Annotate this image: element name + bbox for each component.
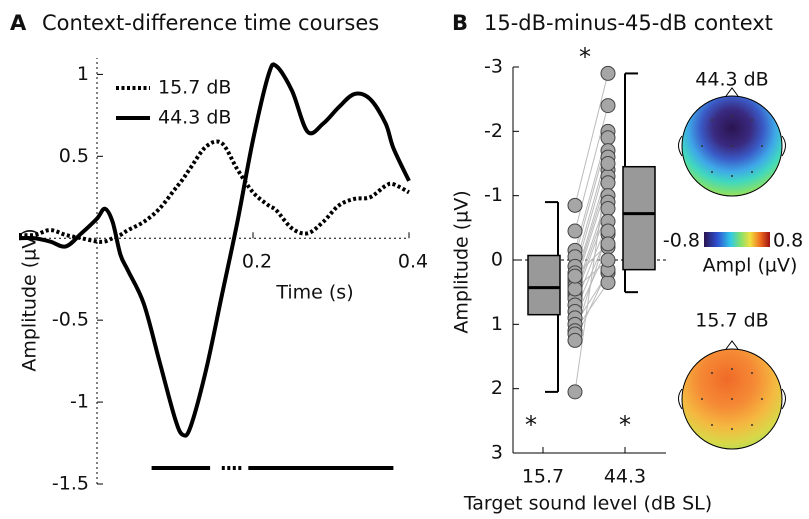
- topomap-title: 15.7 dB: [695, 310, 768, 332]
- data-point: [600, 223, 616, 239]
- data-point: [600, 156, 616, 171]
- y-tick-label: 1: [491, 313, 503, 335]
- topomap-title: 44.3 dB: [695, 69, 768, 91]
- panel-letter: A: [10, 11, 27, 35]
- y-tick-label: -1: [70, 391, 89, 413]
- colorbar-min: -0.8: [663, 230, 700, 252]
- colorbar: [704, 232, 770, 247]
- data-point: [567, 332, 583, 348]
- y-tick-label: 1: [77, 63, 89, 85]
- x-tick-label: 0.4: [398, 251, 428, 273]
- pair-line: [574, 73, 609, 206]
- data-point: [600, 201, 616, 217]
- box: [527, 254, 561, 316]
- x-tick-label: 15.7: [522, 466, 564, 488]
- y-axis-label: Amplitude (µV): [451, 190, 473, 333]
- data-point: [567, 223, 583, 239]
- topomap-head: [678, 87, 786, 197]
- data-point: [600, 236, 616, 252]
- y-tick-label: -1: [484, 184, 503, 206]
- data-point: [600, 275, 616, 291]
- y-tick-label: -3: [484, 56, 503, 78]
- panel-letter: B: [452, 11, 468, 35]
- line-series: [18, 62, 411, 438]
- data-point: [567, 384, 583, 400]
- y-tick-label: 0.5: [59, 145, 89, 167]
- significance-star: *: [579, 43, 591, 71]
- x-axis-label: Time (s): [275, 282, 353, 304]
- data-point: [600, 252, 616, 268]
- legend-label: 15.7 dB: [158, 77, 231, 99]
- topomap-head: [678, 340, 786, 450]
- data-point: [567, 281, 583, 297]
- panel-title: 15-dB-minus-45-dB context: [484, 11, 773, 35]
- y-tick-label: -2: [484, 120, 503, 142]
- electrodes: [701, 115, 763, 430]
- line-series: [18, 139, 410, 244]
- y-tick-label: 2: [491, 377, 503, 399]
- y-tick-label: 0: [491, 249, 503, 271]
- colorbar-max: 0.8: [773, 230, 803, 252]
- x-tick-label: 0.2: [242, 251, 272, 273]
- data-point: [567, 268, 583, 284]
- y-tick-label: 3: [491, 442, 503, 464]
- y-tick-label: -0.5: [52, 309, 89, 331]
- panel-title: Context-difference time courses: [42, 11, 379, 35]
- y-tick-label: -1.5: [52, 473, 89, 495]
- y-axis-label: Amplitude (µV): [19, 228, 41, 371]
- x-tick-label: 44.3: [604, 466, 646, 488]
- x-axis-label: Target sound level (dB SL): [463, 493, 712, 515]
- box: [622, 165, 656, 271]
- data-point: [567, 197, 583, 213]
- significance-star: *: [619, 411, 631, 439]
- colorbar-label: Ampl (µV): [703, 255, 798, 277]
- data-point: [600, 130, 616, 146]
- data-point: [600, 98, 616, 114]
- significance-star: *: [525, 411, 537, 439]
- legend-label: 44.3 dB: [158, 107, 231, 129]
- data-point: [600, 65, 616, 81]
- data-point: [600, 175, 616, 191]
